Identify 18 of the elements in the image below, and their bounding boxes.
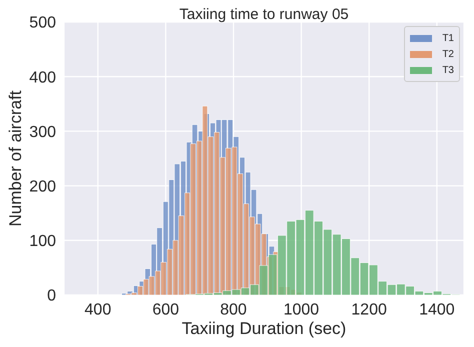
x-tick-label: 1400 (419, 301, 455, 318)
chart-title: Taxiing time to runway 05 (179, 6, 349, 23)
x-tick-label: 1000 (283, 301, 320, 318)
y-tick-label: 500 (29, 14, 56, 32)
x-tick-label: 800 (220, 301, 247, 318)
y-tick-label: 200 (29, 178, 56, 196)
x-tick-label: 400 (84, 301, 112, 318)
legend-label: T2 (442, 48, 454, 60)
x-tick-label: 600 (152, 301, 180, 318)
x-tick-label: 1200 (351, 301, 387, 318)
y-axis-title: Number of aircraft (6, 90, 25, 227)
y-tick-label: 300 (29, 124, 56, 141)
x-axis-title: Taxiing Duration (sec) (182, 319, 346, 338)
y-tick-label: 400 (29, 69, 56, 86)
y-tick-label: 0 (47, 288, 56, 305)
y-tick-label: 100 (29, 233, 56, 250)
legend-label: T1 (442, 32, 454, 44)
legend-label: T3 (442, 64, 454, 76)
